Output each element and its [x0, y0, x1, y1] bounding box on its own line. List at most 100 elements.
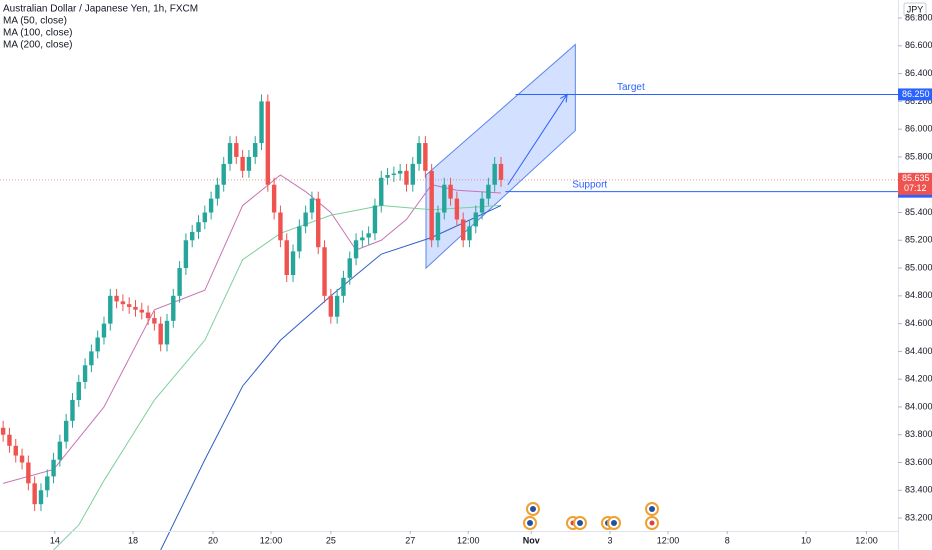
- candle-body: [429, 170, 434, 241]
- candle-body: [353, 240, 359, 259]
- candle-body: [416, 143, 422, 164]
- y-tick-label: 85.000: [905, 262, 932, 272]
- x-tick-label: 27: [405, 535, 415, 545]
- y-tick-label: 84.800: [905, 290, 932, 300]
- candle-body: [152, 318, 157, 324]
- plot-area: [0, 43, 898, 550]
- candle-body: [397, 170, 403, 174]
- candle-body: [227, 143, 233, 164]
- legend-entry: MA (200, close): [3, 40, 72, 51]
- candle-body: [297, 226, 302, 252]
- candle-body: [467, 226, 472, 241]
- candle-body: [391, 173, 397, 175]
- candle-body: [51, 459, 56, 477]
- moving-average: [3, 174, 502, 484]
- candle-body: [460, 219, 466, 241]
- candle-body: [26, 462, 31, 484]
- level-label: Support: [572, 179, 607, 190]
- candle-body: [120, 301, 126, 305]
- currency: JPY: [907, 4, 924, 14]
- channel: [425, 43, 576, 270]
- candle-body: [366, 233, 371, 238]
- last-price-tag: [898, 172, 932, 195]
- candle-body: [101, 323, 107, 338]
- candle-body: [164, 320, 170, 345]
- candle-body: [19, 455, 25, 463]
- candle-body: [290, 251, 296, 275]
- x-tick-label: 12:00: [260, 535, 283, 545]
- arrow-head: [560, 93, 568, 103]
- y-tick-label: 84.400: [905, 346, 932, 356]
- x-tick-label: 3: [608, 535, 613, 545]
- candle-body: [196, 222, 201, 232]
- candle-body: [253, 143, 258, 157]
- x-tick-label: 10: [801, 535, 811, 545]
- candle-body: [404, 170, 409, 185]
- candle-body: [492, 163, 497, 185]
- candle-body: [454, 198, 460, 220]
- y-tick-label: 85.200: [905, 235, 932, 245]
- y-tick-label: 83.800: [905, 429, 932, 439]
- candle-body: [202, 212, 208, 223]
- candle-body: [13, 445, 18, 456]
- candle-body: [347, 258, 352, 278]
- candle-body: [423, 143, 428, 171]
- y-tick-label: 84.600: [905, 318, 932, 328]
- candle-body: [284, 240, 289, 275]
- level-tag-label: 86.250: [902, 89, 930, 99]
- y-tick-label: 86.600: [905, 40, 932, 50]
- candle-body: [410, 163, 415, 185]
- candle-body: [385, 175, 390, 178]
- candle-body: [328, 295, 334, 317]
- candle-body: [70, 400, 75, 421]
- candle-body: [334, 295, 340, 317]
- y-tick-label: 85.400: [905, 207, 932, 217]
- candle-body: [95, 337, 100, 352]
- candle-body: [448, 184, 453, 199]
- candle-body: [303, 212, 308, 227]
- x-tick-label: 12:00: [855, 535, 878, 545]
- chart-title: Australian Dollar / Japanese Yen, 1h, FX…: [3, 4, 198, 15]
- x-tick-label: 12:00: [657, 535, 680, 545]
- level-tag: [898, 88, 932, 101]
- candle-body: [215, 184, 220, 199]
- candle-body: [89, 351, 94, 366]
- candle-body: [63, 420, 69, 442]
- candle-body: [114, 295, 119, 302]
- candle-body: [76, 381, 81, 400]
- candle-body: [133, 306, 138, 310]
- candle-body: [171, 295, 176, 321]
- candle-body: [479, 198, 485, 213]
- arrow: [507, 94, 568, 185]
- candle-body: [45, 476, 50, 491]
- candle-body: [271, 184, 277, 213]
- event-icons: [523, 502, 659, 530]
- candle-body: [0, 427, 6, 435]
- candle-body: [183, 240, 189, 269]
- candle-body: [265, 101, 271, 185]
- candle-body: [126, 304, 132, 307]
- y-tick-label: 85.800: [905, 151, 932, 161]
- candle-body: [7, 434, 12, 446]
- candle-body: [189, 231, 195, 241]
- moving-average: [160, 205, 502, 550]
- x-tick-label: 8: [725, 535, 730, 545]
- candle-body: [435, 212, 441, 241]
- y-tick-label: 83.200: [905, 512, 932, 522]
- candle-body: [38, 490, 44, 505]
- candle-body: [208, 198, 214, 213]
- last-price-label: 85.635: [902, 173, 930, 183]
- candle-body: [442, 184, 447, 213]
- candle-body: [322, 247, 327, 296]
- countdown: 07:12: [904, 183, 927, 193]
- candle-body: [145, 312, 151, 319]
- candle-body: [177, 268, 182, 296]
- y-tick-label: 86.000: [905, 124, 932, 134]
- y-tick-label: 83.400: [905, 485, 932, 495]
- candle-body: [379, 177, 384, 206]
- y-tick-label: 83.600: [905, 457, 932, 467]
- legend-entry: MA (100, close): [3, 28, 72, 39]
- y-tick-label: 86.200: [905, 96, 932, 106]
